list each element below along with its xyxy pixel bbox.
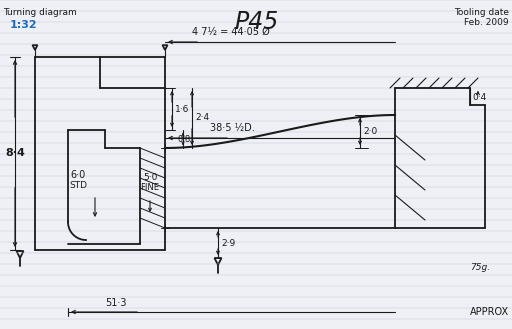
Text: Feb. 2009: Feb. 2009 xyxy=(464,18,509,27)
Text: 5·0: 5·0 xyxy=(143,173,157,183)
Text: APPROX: APPROX xyxy=(470,307,509,317)
Text: 0·8: 0·8 xyxy=(178,135,191,143)
Text: 75g.: 75g. xyxy=(470,264,490,272)
Text: 6·0: 6·0 xyxy=(70,170,86,180)
Text: 38·5 ½D.: 38·5 ½D. xyxy=(210,123,255,133)
Text: 51·3: 51·3 xyxy=(105,298,126,308)
Text: 2·0: 2·0 xyxy=(363,126,377,136)
Text: STD: STD xyxy=(69,181,87,190)
Text: 1:32: 1:32 xyxy=(10,20,37,30)
Text: 8·4: 8·4 xyxy=(5,148,25,158)
Text: 0·4: 0·4 xyxy=(472,92,486,102)
Text: Turning diagram: Turning diagram xyxy=(3,8,77,17)
Text: 1·6: 1·6 xyxy=(175,105,189,114)
Text: FINE: FINE xyxy=(140,184,160,192)
Text: P45: P45 xyxy=(234,10,278,34)
Text: Tooling date: Tooling date xyxy=(454,8,509,17)
Text: 2·4: 2·4 xyxy=(195,114,209,122)
Text: 2·9: 2·9 xyxy=(221,239,235,247)
Text: 4 7½ = 44·05 Ø: 4 7½ = 44·05 Ø xyxy=(192,27,270,37)
